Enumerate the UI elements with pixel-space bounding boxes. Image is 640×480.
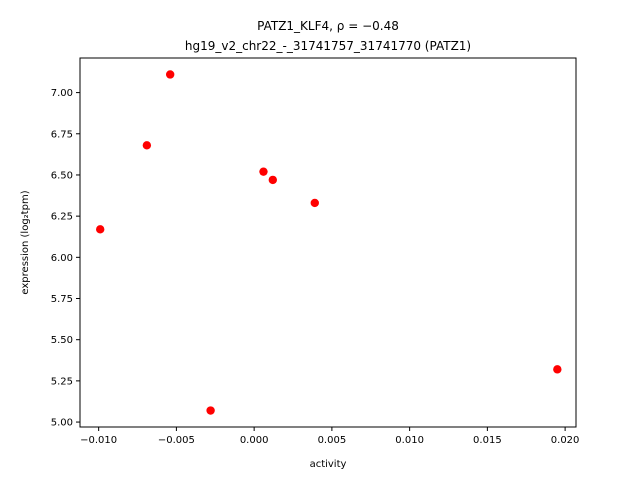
x-tick-label: 0.005 xyxy=(318,435,347,446)
x-axis-ticks: −0.010 −0.005 0.000 0.005 0.010 0.015 0.020 xyxy=(80,427,579,446)
x-tick-label: 0.010 xyxy=(395,435,424,446)
data-point xyxy=(310,198,319,208)
data-point xyxy=(165,70,175,79)
x-tick-label: 0.020 xyxy=(551,435,580,446)
chart-title-line1: PATZ1_KLF4, ρ = −0.48 xyxy=(257,19,399,33)
x-axis-label: activity xyxy=(310,459,347,470)
y-tick-label: 5.00 xyxy=(51,418,73,429)
data-point xyxy=(268,175,278,185)
y-tick-label: 5.25 xyxy=(51,376,73,387)
x-tick-label: 0.015 xyxy=(473,435,502,446)
y-tick-label: 5.75 xyxy=(51,294,73,305)
y-tick-label: 6.25 xyxy=(51,212,73,223)
x-tick-label: 0.000 xyxy=(240,435,269,446)
x-tick-label: −0.005 xyxy=(158,435,195,446)
y-tick-label: 5.50 xyxy=(51,335,73,346)
data-point xyxy=(259,167,268,176)
data-point xyxy=(142,141,152,150)
data-point xyxy=(96,225,105,234)
data-points xyxy=(96,70,562,415)
y-tick-label: 6.50 xyxy=(51,170,73,181)
data-point xyxy=(206,406,215,415)
data-point xyxy=(553,365,562,374)
y-axis-ticks: 5.00 5.25 5.50 5.75 6.00 6.25 6.50 6.75 7.00 xyxy=(51,88,80,429)
y-axis-label: expression (log₂tpm) xyxy=(20,190,31,294)
x-tick-label: −0.010 xyxy=(80,435,117,446)
y-tick-label: 6.75 xyxy=(51,129,73,140)
plot-frame xyxy=(79,57,577,428)
chart-title-line2: hg19_v2_chr22_-_31741757_31741770 (PATZ1… xyxy=(185,39,471,53)
y-tick-label: 7.00 xyxy=(51,88,73,99)
y-tick-label: 6.00 xyxy=(51,253,73,264)
